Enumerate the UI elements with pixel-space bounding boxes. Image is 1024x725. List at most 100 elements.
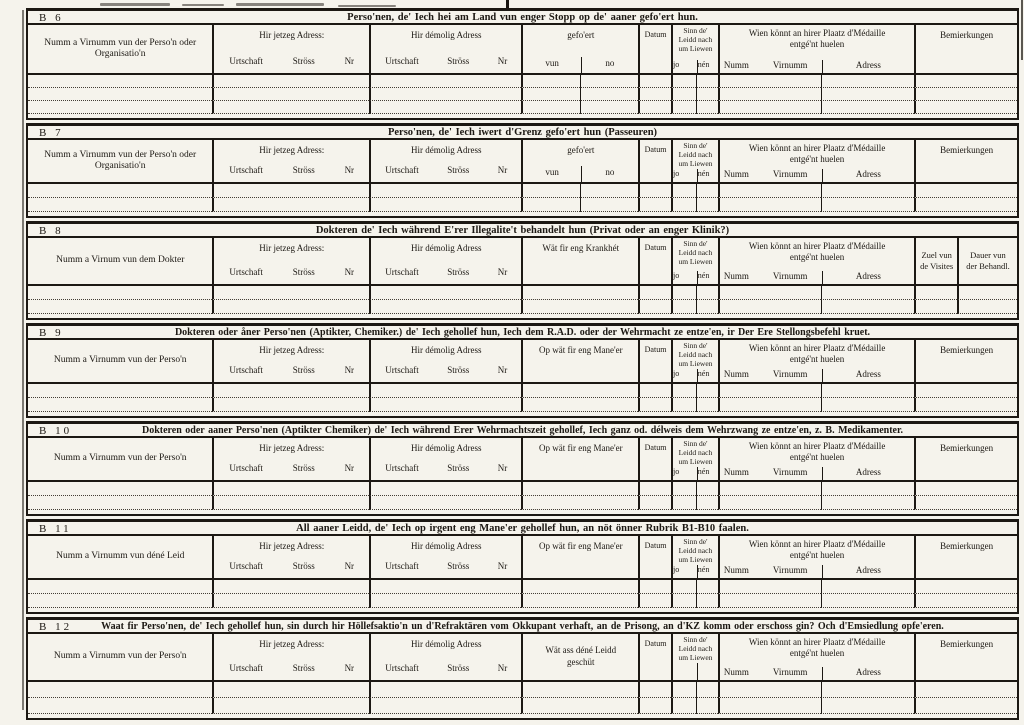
column-header-row: Numm a Virnumm vun déné Leid Hir jetzeg …: [28, 536, 1017, 580]
section-title: Dokteren de' Iech während E'rer Illegali…: [315, 225, 730, 236]
medaille-label: Wien könnt an hirer Plaatz d'Médaille ent…: [748, 343, 886, 365]
demolig-adress-label: Hir démolig Adress: [410, 30, 482, 40]
medaille-label: Wien könnt an hirer Plaatz d'Médaille ent…: [748, 28, 886, 50]
sinn-liewen-label: Sinn de' Leidd nach um Liewen: [678, 635, 713, 662]
col-demolig-adress: Hir démolig Adress Urtschaft Ströss Nr: [368, 238, 522, 284]
numm-label: Numm: [723, 369, 749, 379]
section-b8: B 8 Dokteren de' Iech während E'rer Ille…: [26, 221, 1019, 320]
section-title-bar: B 7 Perso'nen, de' Iech iwert d'Grenz ge…: [28, 126, 1017, 140]
col-sinn-liewen: Sinn de' Leidd nach um Liewen jo nén: [671, 438, 718, 480]
virnumm-label: Virnumm: [772, 565, 808, 575]
datum-label: Datum: [644, 345, 667, 354]
col-datum: Datum: [638, 634, 671, 680]
numm-label: Numm: [723, 169, 749, 179]
nr-label: Nr: [497, 267, 508, 277]
col-datum: Datum: [638, 238, 671, 284]
medaille-label: Wien könnt an hirer Plaatz d'Médaille ent…: [748, 441, 886, 463]
section-b12: B 12 Waat fir Perso'nen, de' Iech geholl…: [26, 617, 1019, 720]
col-medaille: Wien könnt an hirer Plaatz d'Médaille ent…: [717, 536, 914, 578]
adress-label: Adress: [821, 271, 915, 284]
name-header-label: Numm a Virnumm vun déné Leid: [56, 551, 185, 562]
urtschaft-label: Urtschaft: [229, 365, 263, 375]
stross-label: Ströss: [292, 663, 315, 673]
maneer-label: Op wät fir eng Mane'er: [538, 345, 623, 355]
col-demolig-adress: Hir démolig Adress Urtschaft Ströss Nr: [368, 140, 522, 182]
col-datum: Datum: [638, 438, 671, 480]
name-header-label: Numm a Virnumm vun der Perso'n oder Orga…: [44, 149, 197, 171]
section-title: Dokteren oder aaner Perso'nen (Aptikter …: [142, 425, 903, 436]
col-datum: Datum: [638, 25, 671, 73]
urtschaft-label: Urtschaft: [385, 365, 419, 375]
adress-label: Adress: [821, 60, 915, 73]
section-label: B 10: [39, 425, 73, 437]
urtschaft-label: Urtschaft: [229, 267, 263, 277]
gefoert-label: gefo'ert: [567, 145, 595, 155]
adress-subheaders: Urtschaft Ströss Nr: [214, 165, 369, 175]
section-title-bar: B 6 Perso'nen, de' Iech hei am Land vun …: [28, 11, 1017, 25]
nr-label: Nr: [344, 561, 355, 571]
col-maneer: Op wät fir eng Mane'er: [521, 536, 638, 578]
col-sinn-liewen: Sinn de' Leidd nach um Liewen jo nén: [671, 25, 718, 73]
col-demolig-adress: Hir démolig Adress Urtschaft Ströss Nr: [368, 536, 522, 578]
demolig-adress-label: Hir démolig Adress: [410, 243, 482, 253]
vun-label: vun: [545, 167, 559, 177]
virnumm-label: Virnumm: [772, 169, 808, 179]
form-sheet: B 6 Perso'nen, de' Iech hei am Land vun …: [26, 8, 1019, 723]
column-header-row: Numm a Virnum vun dem Dokter Hir jetzeg …: [28, 238, 1017, 286]
col-medaille: Wien könnt an hirer Plaatz d'Médaille ent…: [717, 140, 914, 182]
section-b11: B 11 All aaner Leidd, de' Iech op irgent…: [26, 519, 1019, 614]
section-title-bar: B 8 Dokteren de' Iech während E'rer Ille…: [28, 224, 1017, 238]
jo-nen-subheaders: jo nén: [673, 467, 718, 480]
scan-smudge: [100, 3, 170, 6]
nen-label: nén: [696, 369, 718, 382]
nr-label: Nr: [344, 365, 355, 375]
col-sinn-liewen: Sinn de' Leidd nach um Liewen jo nén: [671, 536, 718, 578]
datum-label: Datum: [644, 243, 667, 252]
datum-label: Datum: [644, 30, 667, 39]
col-bemierkungen: Bemierkungen: [914, 25, 1017, 73]
col-demolig-adress: Hir démolig Adress Urtschaft Ströss Nr: [368, 340, 522, 382]
krankhet-label: Wät fir eng Krankhét: [542, 243, 620, 253]
table-row: [28, 482, 1017, 496]
section-title: Perso'nen, de' Iech hei am Land vun enge…: [347, 12, 698, 23]
numm-label: Numm: [723, 60, 749, 70]
bemierkungen-label: Bemierkungen: [940, 30, 994, 40]
column-header-row: Numm a Virnumm vun der Perso'n Hir jetze…: [28, 438, 1017, 482]
sinn-liewen-label: Sinn de' Leidd nach um Liewen: [678, 341, 713, 368]
nr-label: Nr: [497, 663, 508, 673]
sinn-liewen-label: Sinn de' Leidd nach um Liewen: [678, 141, 713, 168]
section-title: Perso'nen, de' Iech iwert d'Grenz gefo'e…: [387, 127, 658, 138]
virnumm-label: Virnumm: [772, 271, 808, 281]
stross-label: Ströss: [447, 663, 470, 673]
nr-label: Nr: [344, 165, 355, 175]
section-label: B 12: [39, 621, 73, 633]
nen-label: nén: [696, 271, 718, 284]
virnumm-label: Virnumm: [772, 369, 808, 379]
virnumm-label: Virnumm: [772, 667, 808, 677]
fold-mark: [506, 0, 509, 11]
nr-label: Nr: [497, 561, 508, 571]
entry-rows: [28, 682, 1017, 718]
medaille-subheaders: Numm Virnumm Adress: [720, 565, 914, 578]
nr-label: Nr: [497, 463, 508, 473]
table-row: [28, 75, 1017, 88]
demolig-adress-label: Hir démolig Adress: [410, 345, 482, 355]
zuel-visites-label: Zuel vun de Visites: [920, 249, 954, 271]
col-bemierkungen: Bemierkungen: [914, 438, 1017, 480]
section-title: All aaner Leidd, de' Iech op irgent eng …: [296, 523, 749, 534]
stross-label: Ströss: [292, 365, 315, 375]
name-header-label: Numm a Virnumm vun der Perso'n: [53, 453, 187, 464]
table-row: [28, 594, 1017, 608]
medaille-label: Wien könnt an hirer Plaatz d'Médaille ent…: [748, 143, 886, 165]
datum-label: Datum: [644, 443, 667, 452]
jo-nen-subheaders: jo nén: [673, 565, 718, 578]
no-label: no: [580, 166, 638, 182]
no-label: no: [580, 57, 638, 73]
table-row: [28, 580, 1017, 594]
adress-subheaders: Urtschaft Ströss Nr: [214, 56, 369, 66]
page-edge-line-left: [22, 10, 24, 710]
nr-label: Nr: [344, 463, 355, 473]
nen-label: nén: [696, 467, 718, 480]
scan-smudge: [182, 4, 224, 6]
